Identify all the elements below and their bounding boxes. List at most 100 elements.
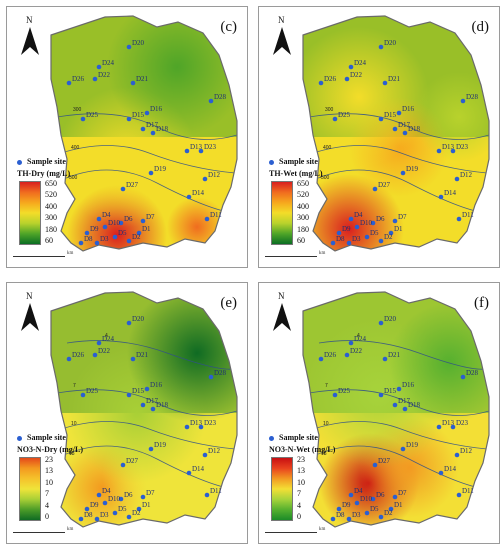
sample-site-legend: Sample site [269,157,318,166]
sample-site: D25 [80,387,99,398]
sample-site: D21 [382,351,401,362]
site-label: D8 [84,235,93,243]
sample-site: D28 [460,369,479,380]
legend-tick: 60 [45,235,53,245]
contour-label: 300 [325,107,334,113]
sample-site: D14 [186,189,205,200]
sample-site-marker-icon [17,435,22,441]
site-label: D12 [460,171,473,179]
sample-site: D19 [148,441,167,452]
sample-site: D16 [144,105,163,116]
site-label: D21 [388,75,401,83]
legend-tick: 650 [297,179,309,188]
sample-site: D25 [332,111,351,122]
north-label: N [26,291,33,301]
sample-site-marker-icon [269,435,274,441]
site-label: D24 [354,59,367,67]
sample-site: D9 [336,501,351,512]
sample-site: D21 [130,351,149,362]
sample-site: D9 [84,225,99,236]
sample-site: D11 [204,487,222,498]
site-label: D13 [190,419,203,427]
contour-label: 13 [69,451,75,457]
sample-site: D1 [136,501,151,512]
site-label: D24 [354,335,367,343]
sample-site: D11 [456,487,474,498]
sample-site: D12 [202,171,221,182]
sample-site: D20 [378,39,397,50]
legend: Sample site NO3-N-Dry (mg/L) 23 13 10 7 4 0 [15,433,103,525]
sample-site: D9 [336,225,351,236]
sample-site: D1 [388,225,403,236]
sample-site: D26 [66,351,85,362]
sample-site: D28 [208,93,227,104]
site-label: D2 [384,233,393,241]
contour-line [56,389,237,416]
site-label: D5 [118,505,127,513]
site-label: D3 [100,235,109,243]
scale-bar: km [13,527,73,537]
sample-site: D20 [126,39,145,50]
sample-site: D3 [94,511,109,522]
scale-unit: km [67,527,74,532]
site-label: D3 [100,511,109,519]
north-label: N [278,291,285,301]
sample-site: D8 [78,511,93,522]
site-label: D6 [376,491,385,499]
region-boundary [50,15,238,252]
site-label: D22 [350,71,363,79]
sample-site: D12 [454,447,473,458]
site-label: D19 [406,165,419,173]
contour-label: 4 [357,333,360,339]
sample-site: D5 [364,229,379,240]
sample-site: D19 [148,165,167,176]
site-label: D1 [142,501,151,509]
sample-site: D22 [344,71,363,82]
site-label: D17 [398,397,411,405]
panel-letter: (f) [474,295,489,311]
sample-site: D17 [140,121,159,132]
site-label: D15 [384,387,397,395]
sample-site: D18 [150,401,169,412]
site-label: D27 [126,457,139,465]
sample-site: D13 [184,419,203,430]
contour-label: 10 [71,421,77,427]
sample-site-label: Sample site [27,157,66,166]
legend-ticks: 23 13 10 7 4 0 [297,455,305,521]
north-arrow-icon [269,17,295,57]
sample-site-marker-icon [17,159,22,165]
sample-site: D4 [348,487,363,498]
site-label: D22 [98,347,111,355]
legend-title: NO3-N-Wet (mg/L) [269,445,336,454]
sample-site: D6 [118,491,133,502]
contour-line [54,145,236,174]
sample-site: D23 [198,143,217,154]
site-label: D24 [102,335,115,343]
site-label: D22 [98,71,111,79]
site-label: D7 [398,489,407,497]
contour-label: 7 [325,383,328,389]
site-label: D8 [84,511,93,519]
sample-site: D12 [454,171,473,182]
sample-site: D13 [184,143,203,154]
sample-site: D17 [140,397,159,408]
contour-label: 500 [69,175,78,181]
map-panel-f: 13 10 7 4 D20 D24 D26 D22 D21 D28 D25 D15 D16 D17 D18 D… [258,282,500,544]
contour-line [306,145,488,174]
contour-label: 7 [73,383,76,389]
sample-site: D1 [388,501,403,512]
site-label: D16 [402,381,415,389]
sample-site: D22 [92,71,111,82]
sample-site-label: Sample site [27,433,66,442]
sample-site: D13 [436,143,455,154]
site-label: D26 [72,351,85,359]
site-label: D28 [466,369,479,377]
sample-site: D4 [96,211,111,222]
legend-tick: 300 [297,213,309,223]
sample-site: D27 [120,457,139,468]
sample-site: D20 [126,315,145,326]
north-label: N [26,15,33,25]
sample-site: D18 [402,401,421,412]
north-arrow-icon [17,17,43,57]
